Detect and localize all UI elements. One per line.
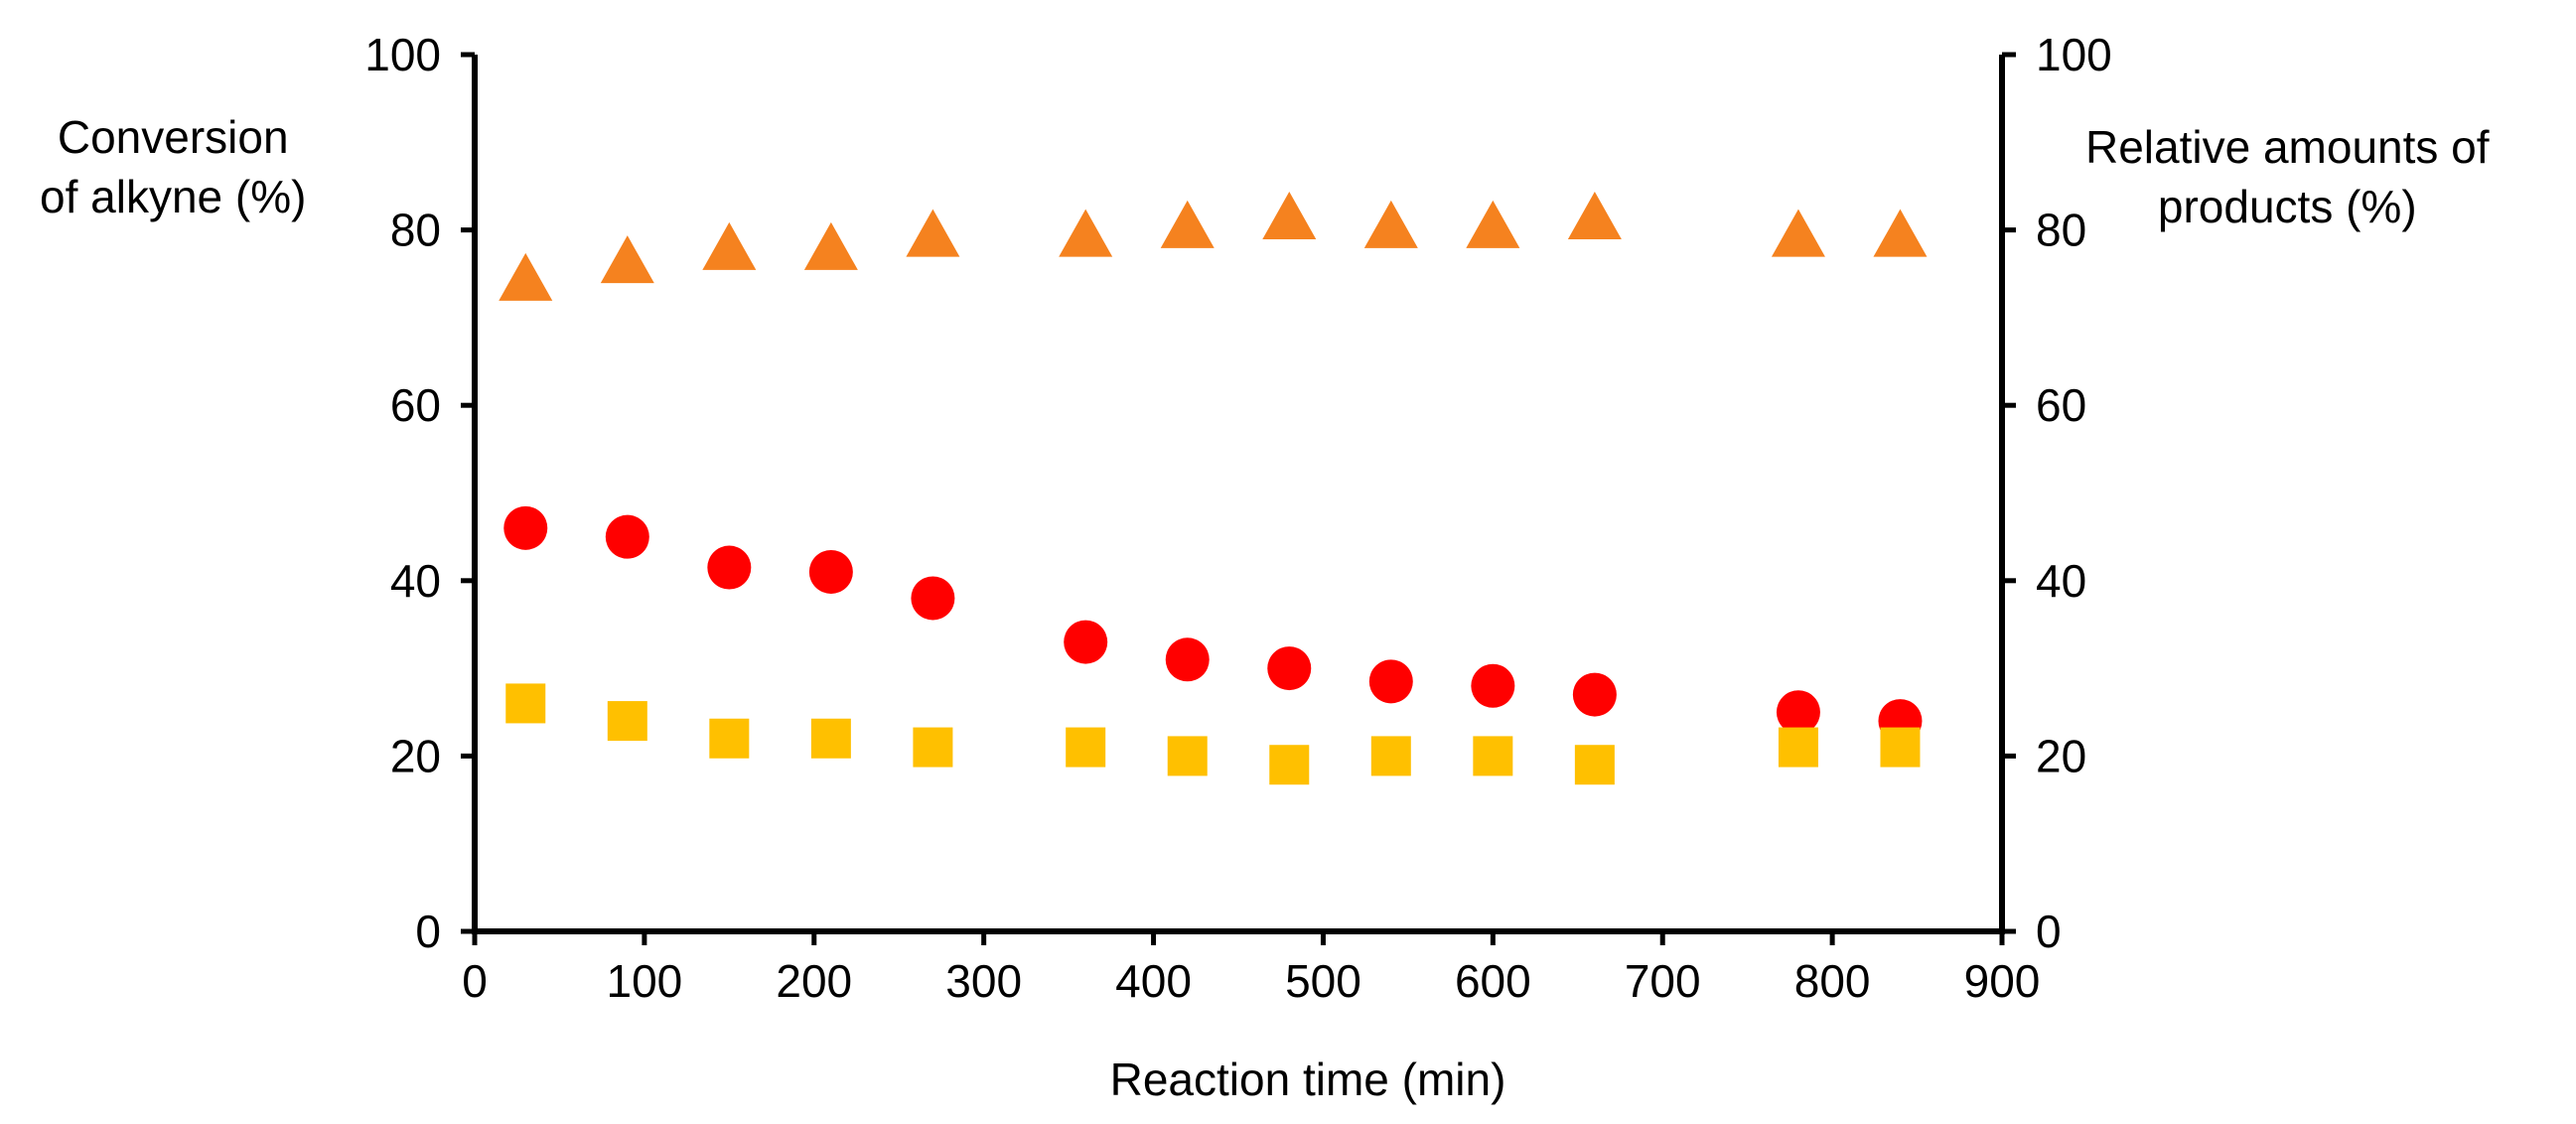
triangle-point [600,235,654,284]
y-tick-label-right: 60 [2036,379,2086,431]
y-tick-label-right: 20 [2036,730,2086,781]
square-point [1880,727,1921,768]
circle-point [1267,646,1312,691]
square-point [913,727,953,768]
square-point [709,718,750,759]
square-point [1370,736,1411,776]
x-tick-label: 200 [776,955,852,1007]
x-tick-label: 300 [945,955,1022,1007]
y-tick-label-right: 0 [2036,906,2062,957]
square-point [810,718,851,759]
x-tick-label: 700 [1625,955,1701,1007]
triangle-point [1160,200,1215,248]
triangle-point [499,252,553,301]
triangle-point [1771,209,1825,257]
y-axis-right-title: Relative amounts of products (%) [2085,117,2490,236]
x-tick-label: 800 [1794,955,1871,1007]
triangle-point [1262,192,1317,240]
x-tick-label: 100 [607,955,683,1007]
y-tick-label-right: 100 [2036,29,2112,80]
x-axis-title: Reaction time (min) [1109,1054,1506,1105]
y-tick-label-left: 20 [390,730,441,781]
circle-point [605,514,649,559]
circle-point [1776,690,1820,735]
triangle-point [1567,192,1622,240]
circle-point [1471,663,1515,708]
y-tick-label-left: 40 [390,555,441,607]
circle-point [1165,637,1210,682]
x-tick-label: 400 [1115,955,1192,1007]
y-axis-right-title-line-1: Relative amounts of [2085,121,2490,173]
y-tick-label-right: 40 [2036,555,2086,607]
circle-point [911,576,955,621]
y-axis-right-title-line-2: products (%) [2157,181,2417,232]
square-point [1473,736,1513,776]
y-tick-label-left: 0 [415,906,441,957]
triangle-point [1873,209,1928,257]
square-point [1167,736,1208,776]
x-tick-label: 500 [1285,955,1361,1007]
y-axis-left-title-line-2: of alkyne (%) [40,171,307,222]
square-point [1574,745,1615,785]
x-tick-label: 600 [1455,955,1531,1007]
circle-point [707,545,752,590]
triangle-point [702,221,757,270]
y-axis-left-title-line-1: Conversion [57,111,289,163]
square-point [1066,727,1106,768]
circle-point [1064,620,1108,664]
x-tick-label: 0 [462,955,488,1007]
circle-point [1572,672,1617,717]
circle-point [503,505,548,550]
triangle-point [803,221,858,270]
y-axis-left-title: Conversion of alkyne (%) [40,107,306,226]
square-point [1269,745,1310,785]
x-tick-label: 900 [1964,955,2041,1007]
circle-point [808,549,853,594]
triangle-point [906,209,960,257]
square-point [505,683,546,724]
y-tick-label-left: 60 [390,379,441,431]
square-point [607,701,647,742]
triangle-point [1363,200,1418,248]
circle-point [1368,659,1413,704]
square-point [1778,727,1818,768]
y-tick-label-left: 100 [364,29,441,80]
y-tick-label-right: 80 [2036,205,2086,256]
y-tick-label-left: 80 [390,205,441,256]
triangle-point [1059,209,1113,257]
triangle-point [1466,200,1520,248]
